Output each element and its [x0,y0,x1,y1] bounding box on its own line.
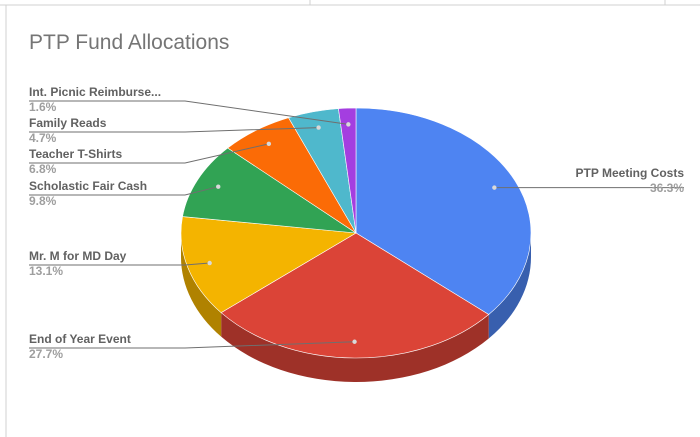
pie-side-1 [221,312,489,383]
slice-label-1: End of Year Event [29,332,131,346]
slice-label-4: Teacher T-Shirts [29,147,122,161]
leader-dot-6 [346,122,351,127]
pie-slice-3 [182,147,357,234]
leader-dot-5 [316,125,321,130]
pie-top-faces [180,107,532,359]
slice-percent-3: 9.8% [29,194,57,208]
leader-dot-1 [352,339,357,344]
leader-line-3 [29,186,219,196]
slice-label-5: Family Reads [29,116,107,130]
pie-side-0 [488,233,531,339]
slice-percent-0: 36.3% [650,181,684,195]
leader-dot-2 [207,260,212,266]
slice-label-0: PTP Meeting Costs [576,166,685,180]
leader-dot-3 [216,184,221,189]
slice-percent-6: 1.6% [29,100,57,114]
leader-line-1 [29,341,355,349]
pie-3d-sides [181,233,531,383]
slice-percent-5: 4.7% [29,131,57,145]
slice-percent-4: 6.8% [29,162,57,176]
leader-dot-4 [266,141,272,147]
leader-line-4 [29,143,269,164]
leader-dot-0 [492,185,497,190]
slice-percent-2: 13.1% [29,264,63,278]
chart-title: PTP Fund Allocations [29,31,229,54]
slice-percent-1: 27.7% [29,347,63,361]
pie-slice-0 [355,107,532,315]
pie-slice-2 [180,216,357,314]
leader-line-5 [29,127,319,133]
leader-line-2 [29,262,210,266]
pie-slice-6 [338,107,357,234]
slice-label-3: Scholastic Fair Cash [29,179,147,193]
slice-label-2: Mr. M for MD Day [29,249,127,263]
pie-slice-1 [220,232,490,359]
pie-side-2 [181,233,222,337]
slice-label-6: Int. Picnic Reimburse... [29,85,161,99]
leader-line-6 [29,100,349,125]
